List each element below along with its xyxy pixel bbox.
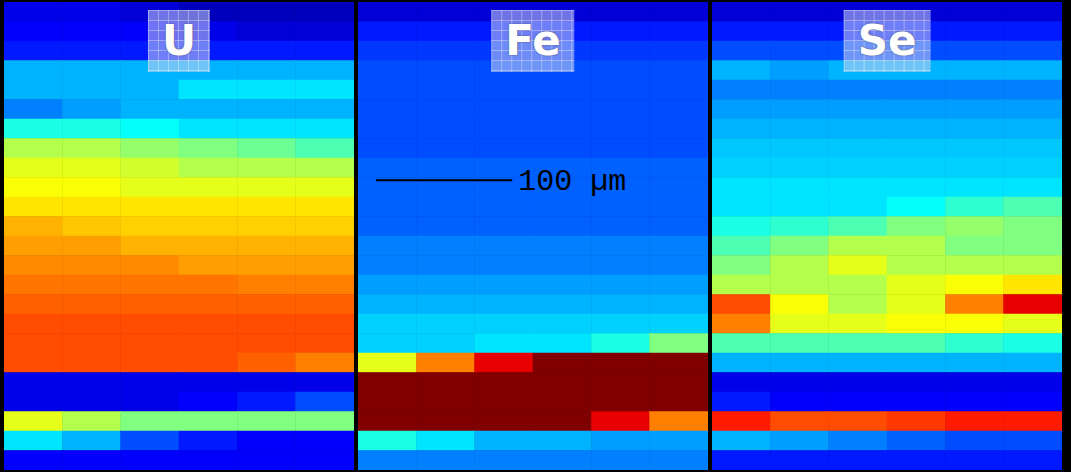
html-text:U: U xyxy=(161,16,197,65)
html-text:Fe: Fe xyxy=(505,16,561,65)
svg-text:100 µm: 100 µm xyxy=(518,165,626,199)
html-text:Se: Se xyxy=(857,16,917,65)
